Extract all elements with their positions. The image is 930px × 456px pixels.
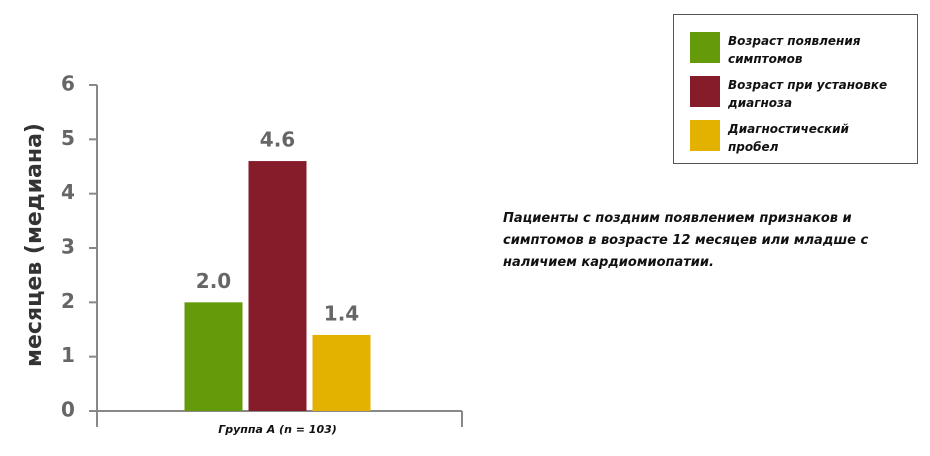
legend-item: Возраст при установке диагноза xyxy=(690,76,898,112)
legend-swatch xyxy=(690,120,720,151)
y-tick-label: 3 xyxy=(61,235,75,259)
legend-label: Возраст появления симптомов xyxy=(728,34,861,66)
bar xyxy=(184,302,243,411)
bar xyxy=(312,334,371,411)
legend-label: Возраст при установке диагноза xyxy=(728,78,888,110)
value-label: 2.0 xyxy=(196,269,231,293)
legend-item: Возраст появления симптомов xyxy=(690,32,898,68)
legend-label: Диагностический пробел xyxy=(728,122,849,154)
legend-swatch xyxy=(690,32,720,63)
y-tick-label: 1 xyxy=(61,343,75,367)
legend: Возраст появления симптомов Возраст при у… xyxy=(673,14,918,164)
y-axis-label: месяцев (медиана) xyxy=(22,123,47,367)
value-label: 4.6 xyxy=(260,128,295,152)
x-tick-label: Группа A (n = 103) xyxy=(218,423,337,436)
legend-swatch xyxy=(690,76,720,107)
value-label: 1.4 xyxy=(324,301,359,325)
y-tick-label: 2 xyxy=(61,289,75,313)
y-tick-label: 0 xyxy=(61,398,75,422)
bar xyxy=(248,161,307,411)
annotation: Пациенты с поздним появлением признаков … xyxy=(503,211,869,270)
y-tick-label: 6 xyxy=(61,72,75,96)
y-tick-label: 5 xyxy=(61,126,75,150)
legend-item: Диагностический пробел xyxy=(690,120,898,156)
y-tick-label: 4 xyxy=(61,180,75,204)
